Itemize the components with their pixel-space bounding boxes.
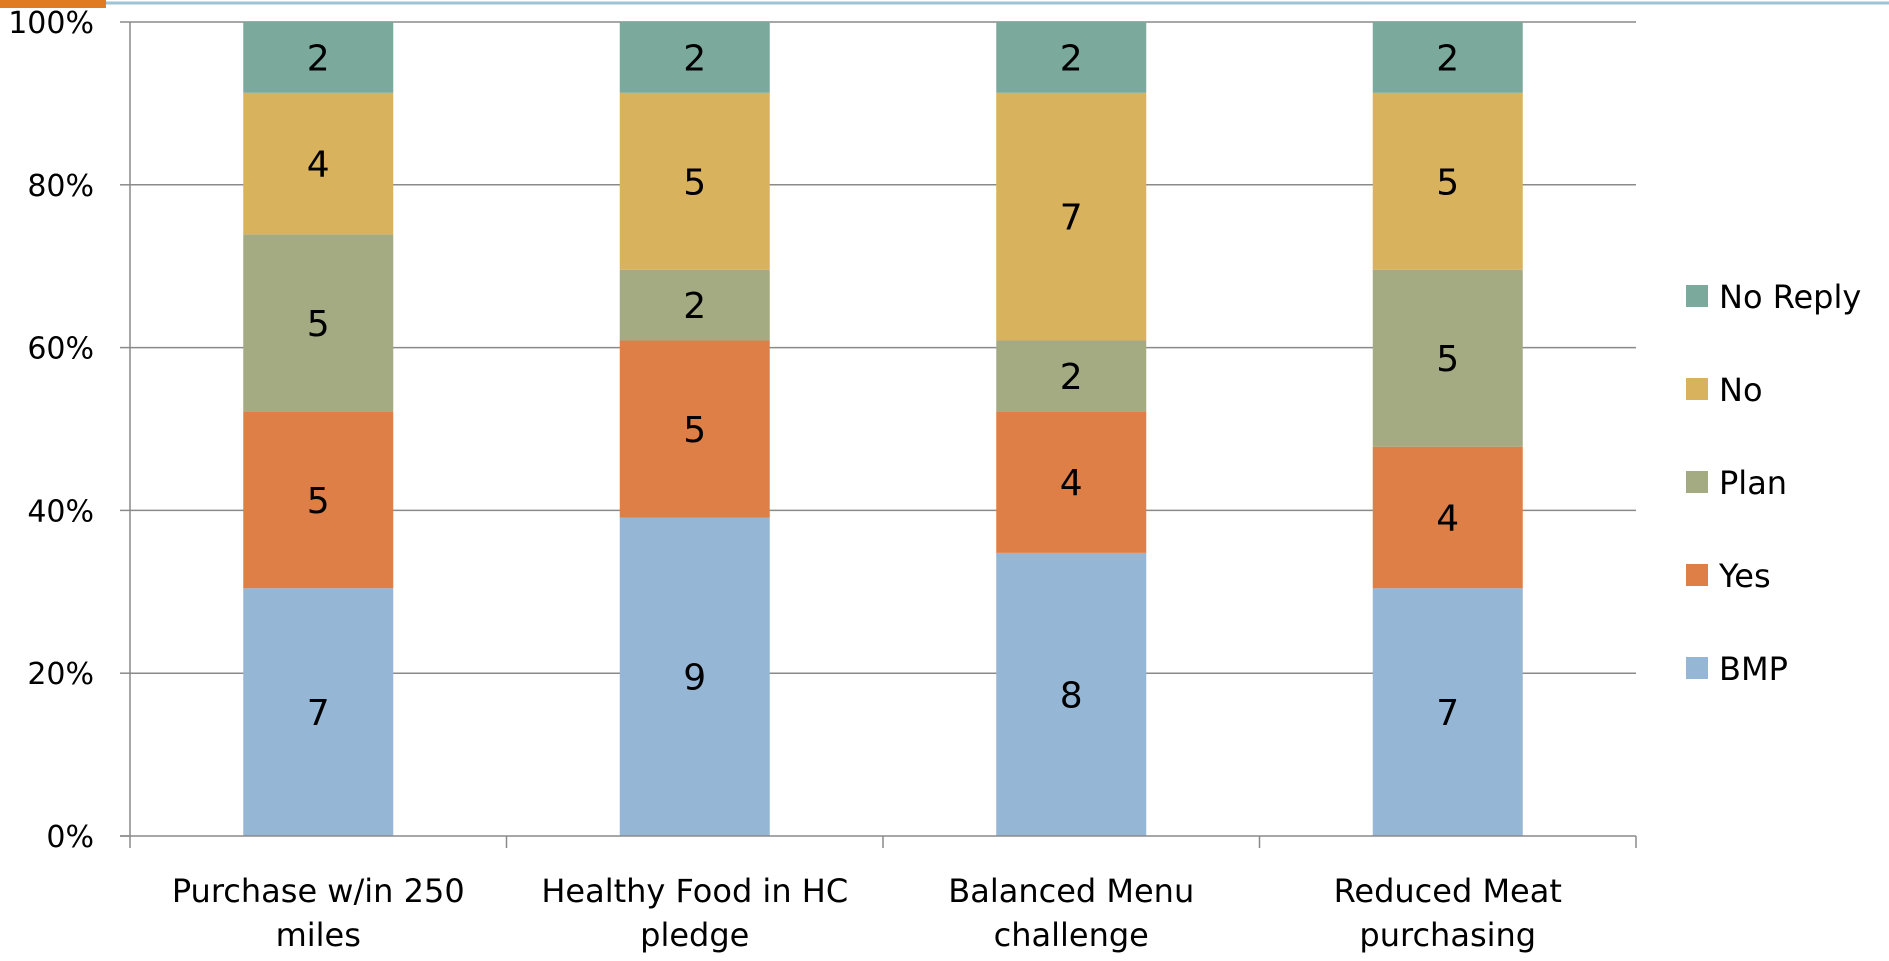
data-label: 5 xyxy=(307,481,330,522)
x-category-label: challenge xyxy=(994,916,1149,954)
bar-segment-bmp xyxy=(1372,588,1523,836)
bar-segment-yes xyxy=(996,411,1147,553)
bar-segment-yes xyxy=(619,340,770,518)
data-label: 9 xyxy=(683,658,706,699)
bar-segment-yes xyxy=(1372,446,1523,589)
x-category-label: pledge xyxy=(640,916,749,954)
data-label: 2 xyxy=(683,38,706,79)
x-category-label: Healthy Food in HC xyxy=(541,872,848,910)
bar-segment-no xyxy=(619,92,770,270)
legend-swatch xyxy=(1686,285,1708,307)
corner-accent xyxy=(0,0,106,8)
legend: No Reply No Plan Yes BMP xyxy=(1686,278,1861,688)
bars: 7 5 5 4 2 9 5 2 5 2 8 4 2 7 2 7 4 5 5 2 xyxy=(243,22,1523,836)
bar-segment-no xyxy=(243,92,394,235)
axes: 0% 20% 40% 60% 80% 100% Purchase w/in 250 miles… xyxy=(8,6,1637,954)
data-label: 5 xyxy=(683,410,706,451)
bar-segment-yes xyxy=(243,411,394,589)
x-category-label: Reduced Meat xyxy=(1334,872,1562,910)
legend-swatch xyxy=(1686,564,1708,586)
bar-segment-bmp xyxy=(996,552,1147,836)
y-tick-label: 100% xyxy=(8,6,94,41)
bar-segment-no-reply xyxy=(243,22,394,93)
x-category-label: miles xyxy=(276,916,361,954)
bar-segment-no-reply xyxy=(996,22,1147,93)
data-label: 5 xyxy=(1436,339,1459,380)
legend-label: No xyxy=(1719,371,1763,409)
data-label: 4 xyxy=(1060,463,1083,504)
data-label: 7 xyxy=(1436,693,1459,734)
legend-label: No Reply xyxy=(1719,278,1861,316)
bar-segment-bmp xyxy=(243,588,394,836)
data-label: 2 xyxy=(1060,38,1083,79)
legend-swatch xyxy=(1686,471,1708,493)
data-label: 2 xyxy=(1436,38,1459,79)
x-category-label: Purchase w/in 250 xyxy=(172,872,465,910)
data-label: 8 xyxy=(1060,675,1083,716)
legend-label: Plan xyxy=(1719,464,1787,502)
y-tick-label: 20% xyxy=(27,657,94,692)
data-label: 5 xyxy=(307,304,330,345)
data-label: 5 xyxy=(683,162,706,203)
x-category-label: Balanced Menu xyxy=(948,872,1194,910)
data-label: 4 xyxy=(307,145,330,186)
bar-segment-plan xyxy=(243,234,394,412)
data-label: 2 xyxy=(683,286,706,327)
data-label: 7 xyxy=(307,693,330,734)
x-category-label: purchasing xyxy=(1359,916,1536,954)
bar-segment-plan xyxy=(1372,269,1523,447)
bar-segment-no xyxy=(996,92,1147,341)
bar-segment-plan xyxy=(996,340,1147,412)
y-tick-label: 80% xyxy=(27,169,94,204)
data-label: 2 xyxy=(1060,357,1083,398)
data-label: 4 xyxy=(1436,498,1459,539)
bar-segment-no xyxy=(1372,92,1523,270)
legend-label: Yes xyxy=(1718,557,1771,595)
data-label: 2 xyxy=(307,38,330,79)
data-label: 7 xyxy=(1060,198,1083,239)
bar-segment-no-reply xyxy=(1372,22,1523,93)
legend-swatch xyxy=(1686,378,1708,400)
y-tick-label: 0% xyxy=(46,820,94,855)
bar-segment-bmp xyxy=(619,517,770,836)
legend-swatch xyxy=(1686,657,1708,679)
data-label: 5 xyxy=(1436,162,1459,203)
legend-label: BMP xyxy=(1719,650,1788,688)
y-tick-label: 40% xyxy=(27,494,94,529)
bar-segment-no-reply xyxy=(619,22,770,93)
y-tick-label: 60% xyxy=(27,332,94,367)
bar-segment-plan xyxy=(619,269,770,341)
